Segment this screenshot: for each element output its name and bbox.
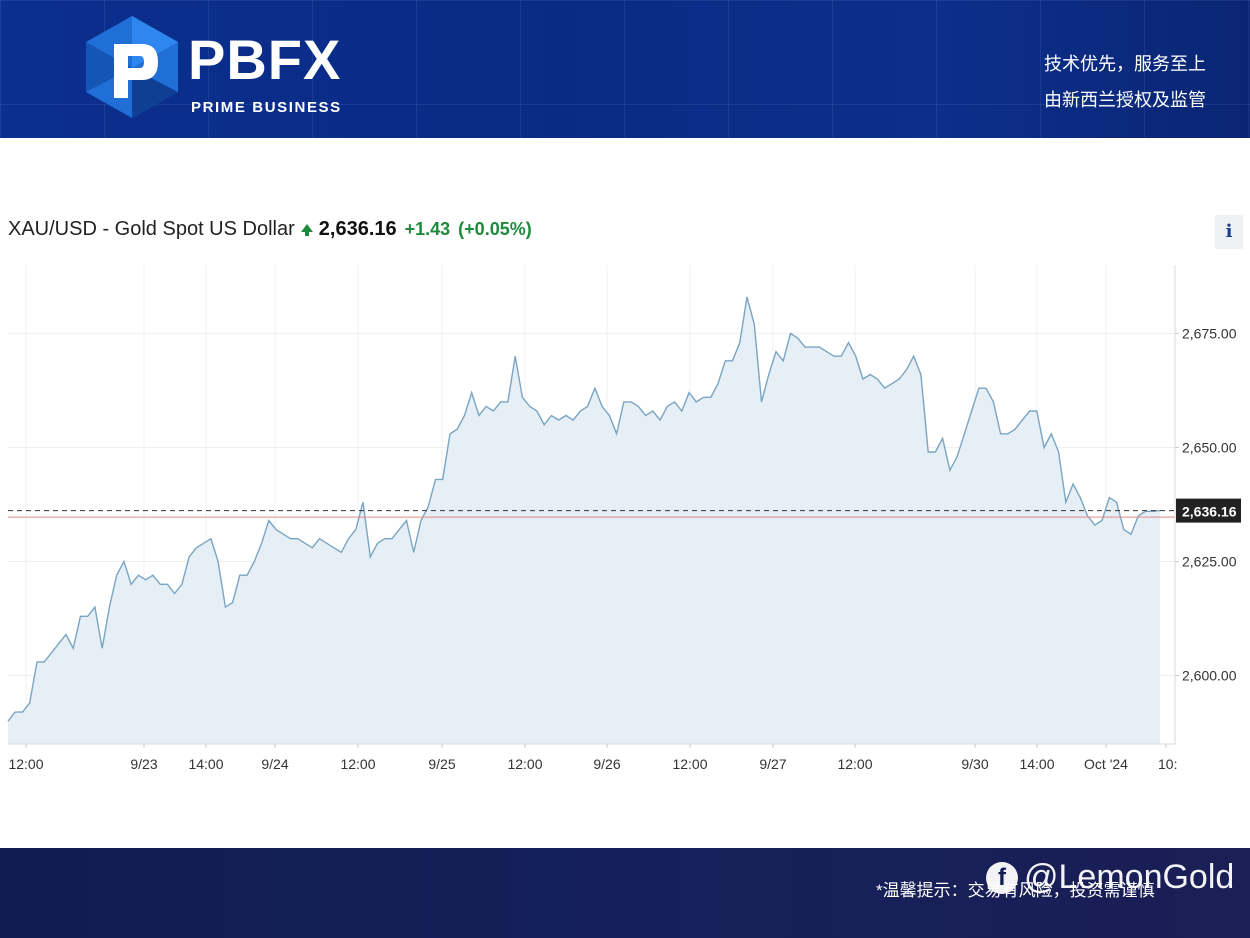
- x-tick-label: 9/30: [961, 756, 988, 772]
- price-change-percent: (+0.05%): [458, 218, 532, 239]
- header-grid-pattern: [0, 0, 1250, 138]
- quote-bar: XAU/USD - Gold Spot US Dollar 2,636.16 +…: [8, 216, 532, 242]
- price-area-fill: [8, 296, 1160, 744]
- brand-name: PBFX: [188, 28, 342, 91]
- facebook-icon: f: [986, 861, 1018, 894]
- slogan-line-2: 由新西兰授权及监管: [1044, 90, 1206, 110]
- last-price-label: 2,636.16: [1182, 504, 1237, 520]
- x-tick-label: 9/24: [261, 756, 288, 772]
- x-tick-label: 9/27: [759, 756, 786, 772]
- x-tick-label: 9/23: [130, 756, 157, 772]
- y-tick-label: 2,650.00: [1182, 439, 1237, 455]
- price-chart[interactable]: 2,600.00 2,625.00 2,650.00 2,675.00 2,636.16…: [0, 260, 1250, 780]
- price-series-line: [7, 296, 1161, 722]
- symbol-name: XAU/USD - Gold Spot US Dollar: [8, 217, 295, 240]
- last-price-label-bg: [1176, 498, 1241, 523]
- slogan-line-1: 技术优先，服务至上: [1044, 54, 1206, 74]
- x-tick-label: 14:00: [1019, 756, 1054, 772]
- x-tick-label: 12:00: [340, 756, 375, 772]
- y-tick-label: 2,625.00: [1182, 554, 1237, 570]
- x-tick-label: 12:00: [672, 756, 707, 772]
- footer-banner: *温馨提示：交易有风险，投资需谨慎 f @LemonGold: [0, 848, 1250, 938]
- brand-subtitle: PRIME BUSINESS: [191, 99, 342, 116]
- x-tick-label: 12:00: [8, 756, 43, 772]
- x-tick-label: Oct '24: [1084, 756, 1128, 772]
- brand-header: PBFX PRIME BUSINESS 技术优先，服务至上 由新西兰授权及监管: [0, 0, 1250, 138]
- watermark: f @LemonGold: [986, 858, 1234, 897]
- x-tick-label: 12:00: [837, 756, 872, 772]
- x-tick-label: 9/25: [428, 756, 455, 772]
- x-tick-label: 14:00: [188, 756, 223, 772]
- up-arrow-icon: [300, 224, 313, 236]
- last-price: 2,636.16: [318, 217, 397, 240]
- x-tick-label: 12:00: [507, 756, 542, 772]
- x-tick-label: 9/26: [593, 756, 620, 772]
- x-tick-label: 10:: [1158, 756, 1177, 772]
- info-button[interactable]: i: [1215, 215, 1243, 249]
- y-tick-label: 2,675.00: [1182, 325, 1237, 341]
- risk-note: *温馨提示：交易有风险，投资需谨慎: [876, 881, 1155, 900]
- y-tick-label: 2,600.00: [1182, 668, 1237, 684]
- pbfx-logo-icon: [86, 16, 178, 118]
- watermark-text: @LemonGold: [1024, 858, 1235, 896]
- price-change: +1.43: [404, 218, 451, 239]
